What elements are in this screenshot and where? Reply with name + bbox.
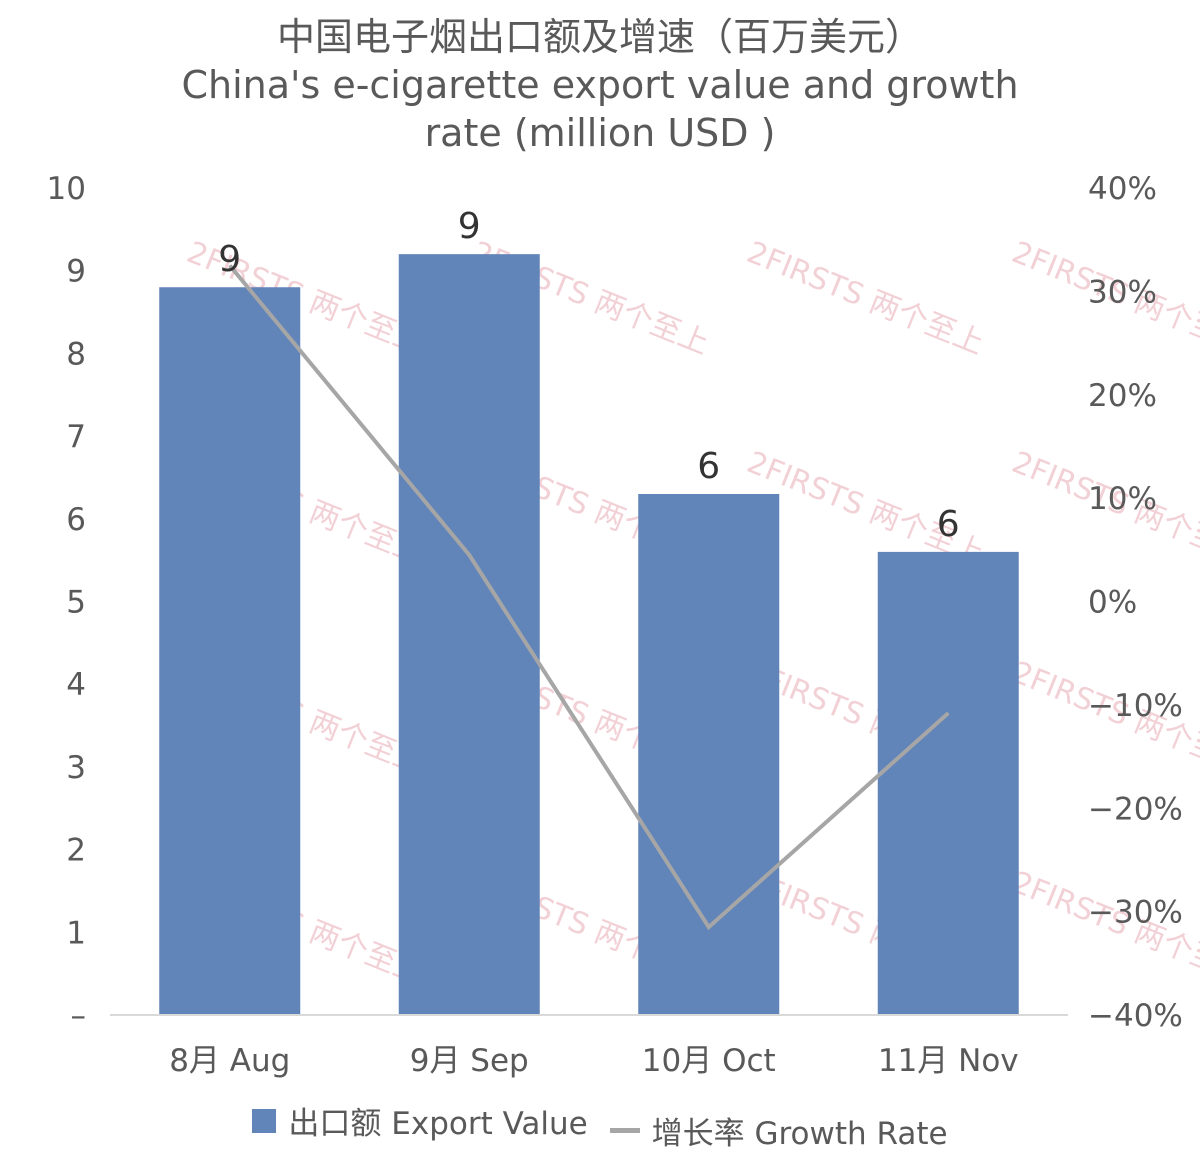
growth-rate-point-3: [947, 712, 949, 714]
legend-label-growth-rate: 增长率 Growth Rate: [651, 1115, 948, 1152]
chart-subtitle-line-2: rate (million USD ): [424, 111, 776, 155]
left-tick-label-7: 7: [66, 419, 86, 455]
growth-rate-point-1: [468, 554, 470, 556]
left-axis-ticks: – 1 2 3 4 5 6 7 8 9 10: [47, 171, 86, 1034]
right-tick-label-5: 10%: [1088, 481, 1157, 517]
bar-2: [638, 493, 780, 1015]
right-tick-label-7: 30%: [1088, 274, 1157, 310]
left-tick-label-5: 5: [66, 585, 86, 621]
right-tick-label-8: 40%: [1088, 171, 1157, 207]
legend-item-export-value: 出口额 Export Value: [252, 1098, 588, 1143]
growth-rate-point-0: [229, 265, 231, 267]
x-tick-label-0: 8月 Aug: [169, 1043, 290, 1079]
bar-1: [398, 254, 540, 1015]
bar-value-label-3: 6: [937, 504, 960, 545]
right-tick-label-3: −10%: [1088, 688, 1183, 724]
x-tick-label-1: 9月 Sep: [410, 1043, 529, 1079]
left-tick-label-10: 10: [47, 171, 86, 207]
left-tick-label-9: 9: [66, 254, 86, 290]
left-tick-label-4: 4: [66, 667, 86, 703]
right-tick-label-0: −40%: [1088, 998, 1183, 1034]
bar-0: [159, 287, 301, 1015]
chart-title: 中国电子烟出口额及增速（百万美元）: [276, 15, 923, 59]
bar-value-label-0: 9: [218, 239, 241, 280]
legend-swatch-export-value: [252, 1108, 277, 1133]
left-tick-label-0: –: [71, 998, 87, 1034]
left-tick-label-2: 2: [66, 833, 86, 869]
left-tick-label-8: 8: [66, 336, 86, 372]
right-tick-label-6: 20%: [1088, 378, 1157, 414]
bar-data-labels: 9 9 6 6: [218, 206, 959, 545]
left-tick-label-1: 1: [66, 915, 86, 951]
growth-line-series: [228, 264, 950, 931]
x-tick-label-2: 10月 Oct: [642, 1043, 776, 1079]
chart-subtitle-line-1: China's e-cigarette export value and gro…: [181, 63, 1019, 107]
right-tick-label-2: −20%: [1088, 791, 1183, 827]
legend-item-growth-rate: 增长率 Growth Rate: [609, 1108, 948, 1153]
growth-rate-point-2: [708, 926, 710, 928]
watermark-text-0-2: 2FIRSTS 两个至上: [742, 235, 989, 362]
bar-value-label-1: 9: [458, 206, 481, 247]
legend-label-export-value: 出口额 Export Value: [288, 1106, 588, 1142]
x-tick-label-3: 11月 Nov: [878, 1043, 1019, 1079]
growth-rate-line: [228, 264, 950, 931]
right-tick-label-4: 0%: [1088, 585, 1137, 621]
left-tick-label-6: 6: [66, 502, 86, 538]
right-tick-label-1: −30%: [1088, 895, 1183, 931]
legend-swatch-growth-rate: [609, 1127, 640, 1133]
bar-value-label-2: 6: [697, 446, 720, 487]
legend: 出口额 Export Value 增长率 Growth Rate: [0, 1098, 1200, 1153]
bar-3: [877, 551, 1019, 1015]
left-tick-label-3: 3: [66, 750, 86, 786]
right-axis-ticks: −40% −30% −20% −10% 0% 10% 20% 30% 40%: [1088, 171, 1183, 1034]
bar-series: [159, 254, 1019, 1015]
x-axis-ticks: 8月 Aug 9月 Sep 10月 Oct 11月 Nov: [169, 1043, 1018, 1079]
